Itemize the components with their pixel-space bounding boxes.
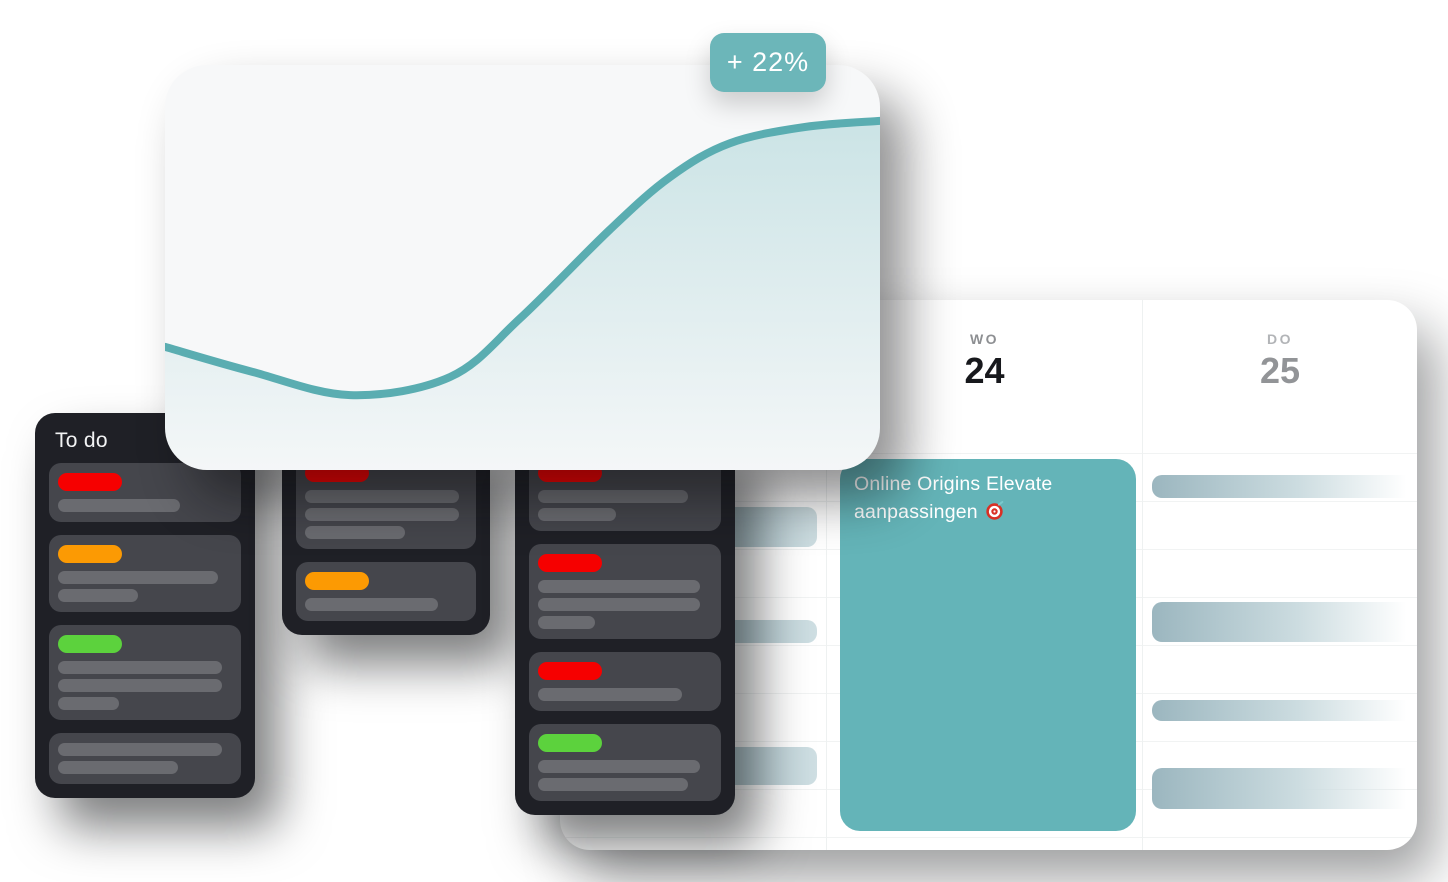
task-card[interactable] bbox=[49, 463, 241, 522]
placeholder-text-bar bbox=[305, 508, 459, 521]
priority-tag-orange bbox=[305, 572, 369, 590]
growth-chart-card bbox=[165, 65, 880, 470]
growth-badge: + 22% bbox=[710, 33, 826, 92]
board-title: To do bbox=[55, 429, 108, 452]
task-list bbox=[529, 454, 721, 801]
placeholder-text-bar bbox=[538, 778, 688, 791]
task-card[interactable] bbox=[529, 652, 721, 711]
todo-board-card-3 bbox=[515, 440, 735, 815]
calendar-day-body: Online Origins Elevate aanpassingen bbox=[827, 453, 1142, 850]
placeholder-text-bar bbox=[538, 490, 688, 503]
task-card[interactable] bbox=[49, 625, 241, 720]
day-abbreviation: WO bbox=[969, 331, 1000, 347]
calendar-event-card[interactable]: Online Origins Elevate aanpassingen bbox=[840, 459, 1136, 831]
day-number: 25 bbox=[1259, 350, 1301, 391]
task-card[interactable] bbox=[49, 733, 241, 784]
placeholder-text-bar bbox=[305, 490, 459, 503]
priority-tag-red bbox=[58, 473, 122, 491]
chart-trend-line bbox=[165, 116, 880, 400]
task-list bbox=[49, 463, 241, 784]
placeholder-text-bar bbox=[538, 508, 617, 521]
calendar-day-body bbox=[1143, 453, 1417, 850]
placeholder-text-bar bbox=[538, 760, 700, 773]
calendar-day-column-wednesday: WO 24 Online Origins Elevate aanpassinge… bbox=[827, 300, 1143, 850]
day-number: 24 bbox=[964, 350, 1005, 391]
todo-board-card-1: To do bbox=[35, 413, 255, 798]
placeholder-text-bar bbox=[58, 743, 222, 756]
day-abbreviation: DO bbox=[1267, 331, 1293, 347]
placeholder-text-bar bbox=[538, 688, 683, 701]
placeholder-text-bar bbox=[58, 661, 222, 674]
task-card[interactable] bbox=[296, 562, 476, 621]
placeholder-text-bar bbox=[538, 580, 700, 593]
placeholder-text-bar bbox=[58, 761, 179, 774]
priority-tag-red bbox=[538, 662, 602, 680]
placeholder-text-bar bbox=[538, 616, 596, 629]
placeholder-text-bar bbox=[58, 571, 219, 584]
todo-board-card-2 bbox=[282, 440, 490, 635]
priority-tag-green bbox=[538, 734, 602, 752]
target-icon bbox=[986, 501, 1004, 520]
task-card[interactable] bbox=[49, 535, 241, 612]
priority-tag-red bbox=[538, 554, 602, 572]
calendar-day-header: DO 25 bbox=[1143, 300, 1417, 453]
task-list bbox=[296, 454, 476, 621]
calendar-event-pill[interactable] bbox=[1152, 602, 1417, 642]
placeholder-text-bar bbox=[58, 589, 139, 602]
placeholder-text-bar bbox=[538, 598, 700, 611]
chart-area-fill bbox=[165, 120, 880, 470]
calendar-event-pill[interactable] bbox=[1152, 475, 1417, 498]
calendar-event-pill[interactable] bbox=[1152, 768, 1417, 809]
priority-tag-green bbox=[58, 635, 122, 653]
task-card[interactable] bbox=[529, 544, 721, 639]
growth-trend-chart bbox=[165, 116, 880, 470]
event-title: Online Origins Elevate aanpassingen bbox=[854, 473, 1053, 523]
placeholder-text-bar bbox=[58, 679, 222, 692]
calendar-event-pill[interactable] bbox=[1152, 700, 1417, 721]
calendar-day-column-thursday: DO 25 bbox=[1143, 300, 1417, 850]
priority-tag-orange bbox=[58, 545, 122, 563]
placeholder-text-bar bbox=[58, 499, 180, 512]
placeholder-text-bar bbox=[58, 697, 119, 710]
calendar-day-header: WO 24 bbox=[827, 300, 1142, 453]
placeholder-text-bar bbox=[305, 526, 406, 539]
placeholder-text-bar bbox=[305, 598, 438, 611]
task-card[interactable] bbox=[529, 724, 721, 801]
